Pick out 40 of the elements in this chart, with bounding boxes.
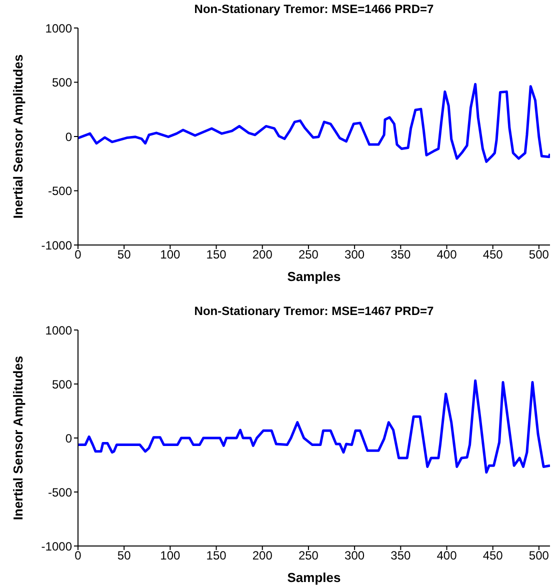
y-axis-title: Inertial Sensor Amplitudes (10, 54, 26, 219)
y-tick-label: 0 (65, 431, 72, 446)
line-series (78, 379, 550, 474)
x-tick-label: 200 (252, 248, 273, 262)
y-tick-label: 500 (52, 76, 72, 90)
x-tick-label: 450 (482, 548, 504, 563)
x-tick-label: 450 (482, 248, 504, 262)
chart-title: Non-Stationary Tremor: MSE=1466 PRD=7 (193, 2, 435, 16)
x-axis-title: Samples (287, 570, 341, 585)
x-tick-label: 150 (206, 248, 227, 262)
x-tick-label: 250 (298, 548, 319, 563)
chart-title: Non-Stationary Tremor: MSE=1467 PRD=7 (193, 304, 435, 318)
y-tick-label: 1000 (45, 323, 72, 338)
x-tick-label: 500 (528, 248, 550, 262)
x-tick-label: 100 (160, 548, 181, 563)
x-tick-label: 400 (436, 248, 458, 262)
line-series (78, 82, 550, 163)
x-tick-label: 350 (390, 248, 411, 262)
x-tick-label: 0 (74, 548, 82, 563)
y-tick-label: -1000 (41, 238, 72, 252)
y-tick-label: 500 (52, 377, 72, 392)
x-tick-label: 50 (117, 548, 132, 563)
x-tick-label: 300 (344, 248, 365, 262)
y-tick-label: -1000 (41, 539, 72, 554)
x-tick-label: 200 (252, 548, 273, 563)
x-tick-label: 350 (390, 548, 411, 563)
x-axis-title: Samples (287, 269, 341, 284)
y-axis-title: Inertial Sensor Amplitudes (10, 356, 26, 520)
x-tick-label: 500 (528, 548, 550, 563)
x-tick-label: 250 (298, 248, 319, 262)
x-tick-label: 300 (344, 548, 365, 563)
y-tick-label: -500 (48, 485, 72, 500)
y-tick-label: -500 (48, 184, 72, 198)
x-tick-label: 50 (117, 248, 132, 262)
y-tick-label: 0 (65, 130, 72, 144)
x-tick-label: 150 (206, 548, 227, 563)
x-tick-label: 400 (436, 548, 458, 563)
x-tick-label: 100 (160, 248, 181, 262)
y-tick-label: 1000 (45, 21, 72, 36)
x-tick-label: 0 (74, 248, 82, 262)
